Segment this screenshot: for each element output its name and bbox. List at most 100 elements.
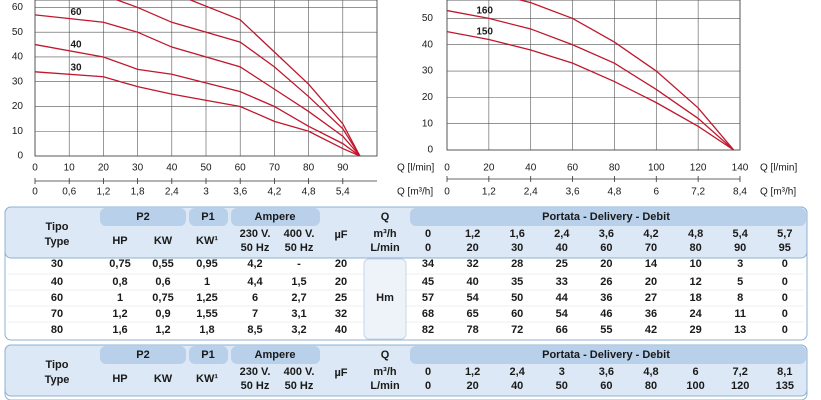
cell: 11 — [734, 308, 746, 320]
y-tick-label: 0 — [427, 145, 433, 156]
cell: 18 — [689, 292, 701, 304]
x2-tick-label: 5,4 — [336, 187, 350, 198]
cell: 0 — [782, 292, 788, 304]
header-text: 100 — [686, 380, 704, 392]
x-tick-label: 30 — [132, 163, 144, 174]
cell: 45 — [422, 276, 434, 288]
x2-tick-label: 4,8 — [302, 187, 316, 198]
cell: 33 — [556, 276, 568, 288]
header-text: 20 — [466, 242, 478, 254]
cell: 72 — [511, 324, 523, 336]
header-text: 2,4 — [510, 366, 526, 378]
header-text: 0 — [425, 380, 431, 392]
y-tick-label: 10 — [422, 118, 434, 129]
x-tick-label: 50 — [200, 163, 212, 174]
x-tick-label: 80 — [609, 163, 621, 174]
group-pill — [410, 208, 806, 226]
x2-tick-label: 4,8 — [607, 187, 621, 198]
curve-label: 150 — [476, 26, 493, 37]
group-pill — [410, 346, 806, 364]
header-text: Type — [45, 374, 70, 386]
cell: 1 — [117, 292, 123, 304]
cell: 78 — [466, 324, 478, 336]
header-text: µF — [334, 367, 347, 379]
cell: 40 — [335, 324, 347, 336]
cell: Hm — [376, 292, 394, 304]
cell: 0,55 — [152, 258, 173, 270]
header-text: 6 — [693, 366, 699, 378]
header-text: 0 — [425, 242, 431, 254]
y-tick-label: 40 — [12, 52, 24, 63]
header-text: µF — [334, 229, 347, 241]
y-tick-label: 40 — [422, 39, 434, 50]
cell: 36 — [600, 292, 612, 304]
cell: 1,55 — [196, 308, 217, 320]
cell: 10 — [689, 258, 701, 270]
header-text: Tipo — [45, 221, 68, 233]
header-text: KW¹ — [196, 373, 218, 385]
cell: 1 — [204, 276, 210, 288]
header-text: 80 — [689, 242, 701, 254]
header-text: 40 — [511, 380, 523, 392]
cell: 0 — [782, 276, 788, 288]
x-axis-label: Q [l/min] — [397, 163, 434, 174]
header-text: Ampere — [255, 349, 296, 361]
pump-curve — [517, 0, 735, 150]
header-text: L/min — [370, 242, 400, 254]
cell: 27 — [645, 292, 657, 304]
cell: 0,9 — [155, 308, 170, 320]
y-tick-label: 30 — [422, 66, 434, 77]
cell: 0,8 — [112, 276, 127, 288]
cell: 70 — [51, 308, 63, 320]
cell: - — [297, 258, 301, 270]
header-text: 80 — [645, 380, 657, 392]
x-tick-label: 120 — [690, 163, 707, 174]
cell: 5 — [737, 276, 743, 288]
header-text: 50 — [556, 380, 568, 392]
cell: 60 — [511, 308, 523, 320]
cell: 7 — [252, 308, 258, 320]
cell: 1,2 — [112, 308, 127, 320]
header-text: P2 — [136, 349, 149, 361]
header-text: m³/h — [373, 228, 397, 240]
x2-tick-label: 3,6 — [566, 187, 580, 198]
header-text: Type — [45, 236, 70, 248]
cell: 80 — [51, 324, 63, 336]
header-text: KW — [154, 373, 173, 385]
y-tick-label: 0 — [17, 151, 23, 162]
cell: 50 — [511, 292, 523, 304]
header-text: 4,8 — [643, 366, 658, 378]
header-text: 3,6 — [599, 366, 614, 378]
header-text: 30 — [511, 242, 523, 254]
x-tick-label: 70 — [269, 163, 281, 174]
cell: 20 — [600, 258, 612, 270]
y-tick-label: 10 — [12, 126, 24, 137]
header-text: 5,4 — [733, 228, 749, 240]
x-tick-label: 20 — [483, 163, 495, 174]
header-text: KW — [154, 235, 173, 247]
x2-tick-label: 0 — [32, 187, 38, 198]
x-tick-label: 90 — [337, 163, 349, 174]
cell: 25 — [556, 258, 568, 270]
cell: 3 — [737, 258, 743, 270]
cell: 28 — [511, 258, 523, 270]
header-text: 0 — [425, 366, 431, 378]
cell: 6 — [252, 292, 258, 304]
header-text: 95 — [779, 242, 791, 254]
cell: 2,7 — [291, 292, 306, 304]
x-tick-label: 0 — [444, 163, 450, 174]
header-text: 4,8 — [688, 228, 703, 240]
header-text: L/min — [370, 380, 400, 392]
header-text: Tipo — [45, 359, 68, 371]
pump-curve — [115, 0, 361, 156]
header-text: P1 — [201, 349, 214, 361]
cell: 35 — [511, 276, 523, 288]
cell: 26 — [600, 276, 612, 288]
pump-curve — [35, 71, 361, 156]
cell: 30 — [51, 258, 63, 270]
cell: 3,1 — [291, 308, 306, 320]
x2-tick-label: 0 — [444, 187, 450, 198]
x-tick-label: 0 — [32, 163, 38, 174]
cell: 0 — [782, 308, 788, 320]
cell: 55 — [600, 324, 612, 336]
